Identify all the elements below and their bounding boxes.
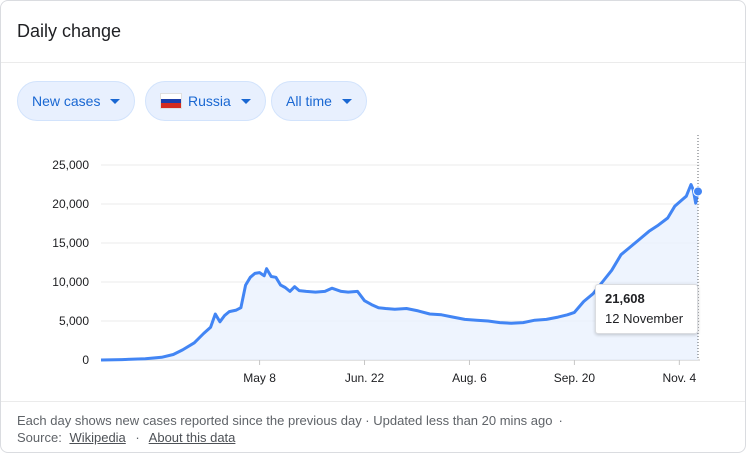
footer-divider: [1, 401, 745, 402]
range-dropdown-label: All time: [286, 93, 332, 109]
header-divider: [1, 62, 745, 63]
tooltip-value: 21,608: [605, 291, 645, 306]
chevron-down-icon: [341, 98, 352, 104]
card-title: Daily change: [17, 21, 122, 41]
russia-flag-icon: [160, 93, 182, 109]
x-tick-label: Nov. 4: [662, 371, 696, 385]
x-tick-label: May 8: [243, 371, 276, 385]
x-tick-label: Jun. 22: [345, 371, 385, 385]
highlight-point: [693, 186, 703, 197]
range-dropdown[interactable]: All time: [271, 81, 367, 121]
metric-dropdown-label: New cases: [32, 93, 101, 109]
x-axis-labels: May 8 Jun. 22 Aug. 6 Sep. 20 Nov. 4: [243, 360, 697, 385]
wikipedia-link[interactable]: Wikipedia: [69, 430, 126, 445]
y-tick-label: 15,000: [52, 236, 89, 250]
source-label: Source:: [17, 430, 62, 445]
chevron-down-icon: [240, 98, 251, 104]
x-tick-label: Aug. 6: [452, 371, 487, 385]
y-tick-label: 5,000: [59, 314, 89, 328]
footer-note: Each day shows new cases reported since …: [17, 413, 553, 428]
chevron-down-icon: [110, 98, 121, 104]
y-tick-label: 0: [82, 353, 89, 367]
y-tick-label: 25,000: [52, 158, 89, 172]
y-tick-label: 20,000: [52, 197, 89, 211]
footer-separator: ·: [135, 430, 140, 445]
about-data-link[interactable]: About this data: [148, 430, 236, 445]
metric-dropdown[interactable]: New cases: [17, 81, 136, 121]
y-axis-labels: 0 5,000 10,000 15,000 20,000 25,000: [52, 158, 89, 367]
country-dropdown-label: Russia: [188, 93, 231, 109]
footer: Each day shows new cases reported since …: [17, 412, 737, 446]
daily-cases-chart[interactable]: 0 5,000 10,000 15,000 20,000 25,000 May 8 Jun.…: [1, 131, 746, 393]
x-tick-label: Sep. 20: [554, 371, 596, 385]
footer-separator: ·: [558, 413, 563, 428]
chart-tooltip: 21,608 12 November: [595, 284, 698, 334]
cases-line: [100, 183, 700, 362]
tooltip-date: 12 November: [605, 311, 684, 326]
cases-area: [101, 184, 698, 360]
y-tick-label: 10,000: [52, 275, 89, 289]
country-dropdown[interactable]: Russia: [145, 81, 266, 121]
